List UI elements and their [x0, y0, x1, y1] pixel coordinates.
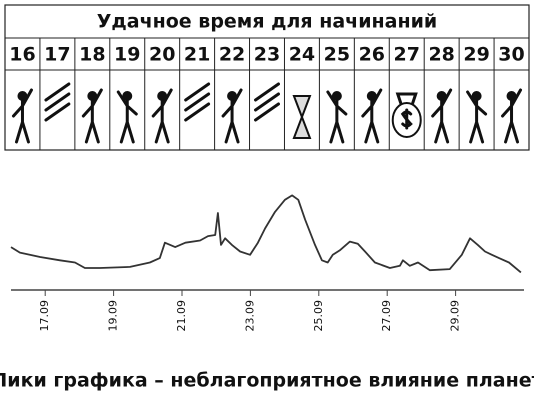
stripe [184, 82, 211, 102]
head [331, 91, 342, 101]
body [431, 88, 453, 144]
day-number: 19 [114, 44, 140, 66]
day-number: 22 [219, 44, 245, 66]
bag-top [395, 92, 418, 105]
x-tick-label: 19.09 [107, 300, 120, 332]
icon [292, 95, 312, 139]
day-number: 18 [79, 44, 105, 66]
body [81, 88, 103, 144]
stripe [254, 82, 280, 102]
icon [501, 88, 523, 144]
day-number: 20 [149, 44, 175, 66]
body [361, 88, 383, 144]
day-number: 28 [428, 44, 454, 66]
icon [184, 82, 211, 122]
stripe [44, 92, 71, 112]
x-tick-label: 23.09 [243, 300, 256, 332]
body [151, 88, 173, 144]
body [326, 90, 348, 144]
chart-caption: Пики графика – неблагоприятное влияние п… [0, 370, 534, 392]
body [11, 88, 33, 144]
x-tick-label: 21.09 [175, 300, 188, 332]
head [471, 91, 482, 101]
icon [11, 88, 33, 144]
icon [81, 88, 103, 144]
x-tick-label: 17.09 [38, 300, 51, 332]
day-number: 26 [359, 44, 385, 66]
icon [221, 88, 243, 144]
day-number: 21 [184, 44, 210, 66]
icon [326, 90, 348, 144]
body [116, 90, 138, 144]
icon [391, 92, 422, 138]
day-number: 16 [9, 44, 35, 66]
day-number: 24 [289, 44, 315, 66]
calendar-frame [4, 4, 530, 151]
stripe [254, 92, 280, 112]
icon [466, 90, 488, 144]
icon [44, 82, 71, 122]
body [501, 88, 523, 144]
body [221, 88, 243, 144]
head [122, 91, 133, 101]
line-series [10, 194, 522, 274]
hourglass [292, 95, 312, 139]
icon [361, 88, 383, 144]
chart: 17.09 19.09 21.09 23.09 25.09 27.09 29.09 [10, 194, 524, 332]
icon [151, 88, 173, 144]
bag-sign [400, 108, 413, 130]
icon [254, 82, 280, 122]
day-number: 27 [394, 44, 420, 66]
day-number: 17 [44, 44, 70, 66]
x-tick-label: 29.09 [449, 300, 462, 332]
stripe [184, 92, 211, 112]
stripe [44, 102, 71, 122]
day-number: 23 [254, 44, 280, 66]
calendar-title: Удачное время для начинаний [97, 11, 437, 33]
stripe [184, 102, 211, 122]
day-number: 30 [498, 44, 524, 66]
icon [116, 90, 138, 144]
x-tick-label: 27.09 [380, 300, 393, 332]
day-number: 25 [324, 44, 350, 66]
stripe [44, 82, 71, 102]
icon [431, 88, 453, 144]
stripe [254, 102, 280, 122]
day-number: 29 [463, 44, 489, 66]
x-tick-label: 25.09 [312, 300, 325, 332]
body [466, 90, 488, 144]
calendar-cells: 16 17 18 19 20 21 22 23 24 25 26 27 28 29 30 [9, 38, 525, 150]
